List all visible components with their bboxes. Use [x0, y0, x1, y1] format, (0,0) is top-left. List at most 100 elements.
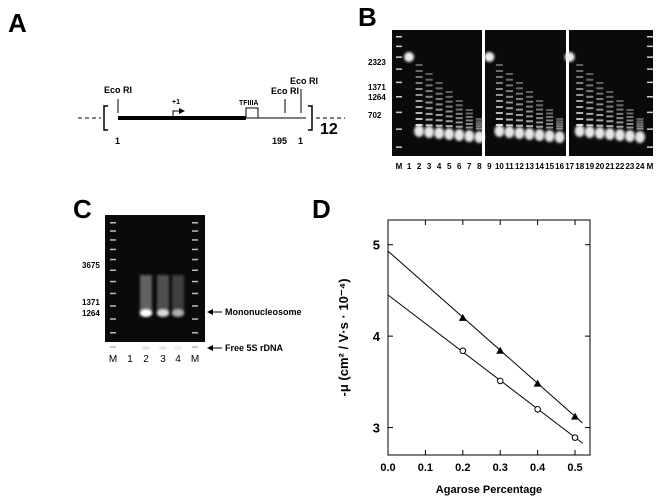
- lane-label: 19: [585, 162, 594, 171]
- gel-band: [425, 90, 433, 93]
- gel-band: [586, 90, 594, 93]
- gel-band: [626, 109, 634, 111]
- gel-band: [465, 126, 473, 129]
- gel-band: [415, 64, 423, 66]
- gel-band: [425, 107, 433, 110]
- gel-band: [455, 100, 463, 102]
- gel-band: [435, 114, 443, 116]
- lane-label: 24: [636, 162, 645, 171]
- gel-band: [546, 119, 554, 122]
- gel-band: [576, 118, 584, 120]
- marker-label: 1264: [368, 93, 386, 102]
- gel-band: [576, 88, 584, 90]
- gel-band: [515, 82, 523, 84]
- gel-band: [584, 126, 595, 138]
- gel-band: [636, 122, 644, 125]
- gel-band: [586, 73, 594, 75]
- gel-band: [140, 309, 152, 317]
- gel-band: [445, 115, 453, 118]
- gel-band: [495, 64, 503, 66]
- gel-band: [425, 95, 433, 98]
- data-point: [571, 412, 580, 420]
- gel-band: [576, 100, 584, 102]
- lane-label: 6: [457, 162, 462, 171]
- gel-band: [396, 128, 402, 130]
- x-tick-label: 0.4: [530, 462, 546, 474]
- gel-band: [586, 84, 594, 87]
- panel-label: B: [358, 2, 377, 32]
- data-point: [534, 405, 541, 413]
- gel-band: [647, 111, 653, 114]
- gel-band: [504, 126, 515, 138]
- gel-band: [415, 118, 423, 120]
- gel-band: [157, 309, 169, 317]
- gel-band: [576, 94, 584, 96]
- gel-band: [172, 309, 184, 317]
- gel-band: [546, 126, 554, 129]
- gel-band: [465, 116, 473, 118]
- lane-label: M: [647, 162, 654, 171]
- gel-band: [626, 119, 634, 122]
- lane-label: 4: [175, 354, 181, 365]
- gel-band: [536, 121, 544, 124]
- gel-band: [425, 101, 433, 104]
- gel-band: [110, 305, 116, 307]
- gel-band: [475, 127, 483, 130]
- gel-band: [445, 120, 453, 123]
- position-label: 195: [272, 136, 287, 146]
- gel-band: [192, 269, 198, 271]
- marker-label: 1371: [82, 298, 100, 307]
- gel-band: [415, 100, 423, 102]
- gel-band: [445, 91, 453, 93]
- gel-band: [514, 127, 525, 139]
- gel-band: [484, 52, 495, 62]
- gel-band: [192, 305, 198, 307]
- marker-label: 702: [368, 111, 382, 120]
- lane-label: 2: [417, 162, 422, 171]
- gel-band: [455, 112, 463, 115]
- gel-band: [606, 120, 614, 123]
- gel-smear: [172, 275, 184, 315]
- lane-label: 12: [515, 162, 524, 171]
- gel-band: [396, 146, 402, 148]
- gel-band: [474, 131, 485, 143]
- gel-band: [536, 117, 544, 120]
- gel-band: [192, 258, 198, 261]
- x-tick-label: 0.2: [455, 462, 470, 474]
- gel-band: [534, 129, 545, 141]
- gel-band: [110, 332, 116, 334]
- y-tick-label: 5: [373, 238, 380, 253]
- gel-band: [536, 125, 544, 128]
- gel-band: [626, 123, 634, 125]
- start-label: +1: [172, 99, 180, 106]
- gel-band: [415, 88, 423, 90]
- gel-band: [425, 73, 433, 75]
- gel-band: [110, 258, 116, 261]
- lane-label: 8: [477, 162, 482, 171]
- y-tick-label: 3: [373, 421, 380, 436]
- lane-label: 22: [615, 162, 624, 171]
- gel-band: [396, 111, 402, 114]
- gel-band: [586, 112, 594, 115]
- gel-band: [546, 109, 554, 111]
- gel-band: [192, 230, 198, 232]
- gel-band: [425, 84, 433, 87]
- gel-band: [110, 346, 116, 348]
- gel-band: [596, 124, 604, 127]
- lane-label: 3: [427, 162, 432, 171]
- gel-band: [576, 76, 584, 78]
- gel-band: [435, 87, 443, 90]
- gel-band: [465, 112, 473, 115]
- x-axis-title: Agarose Percentage: [436, 484, 542, 496]
- gel-band: [495, 82, 503, 84]
- gel-band: [435, 103, 443, 106]
- gel-band: [415, 106, 423, 108]
- gel-band: [536, 104, 544, 107]
- gel-band: [396, 36, 402, 38]
- gel-band: [464, 130, 475, 142]
- lane-label: 10: [495, 162, 504, 171]
- gel-band: [526, 120, 534, 123]
- gel-band: [626, 116, 634, 118]
- gel-band: [647, 36, 653, 38]
